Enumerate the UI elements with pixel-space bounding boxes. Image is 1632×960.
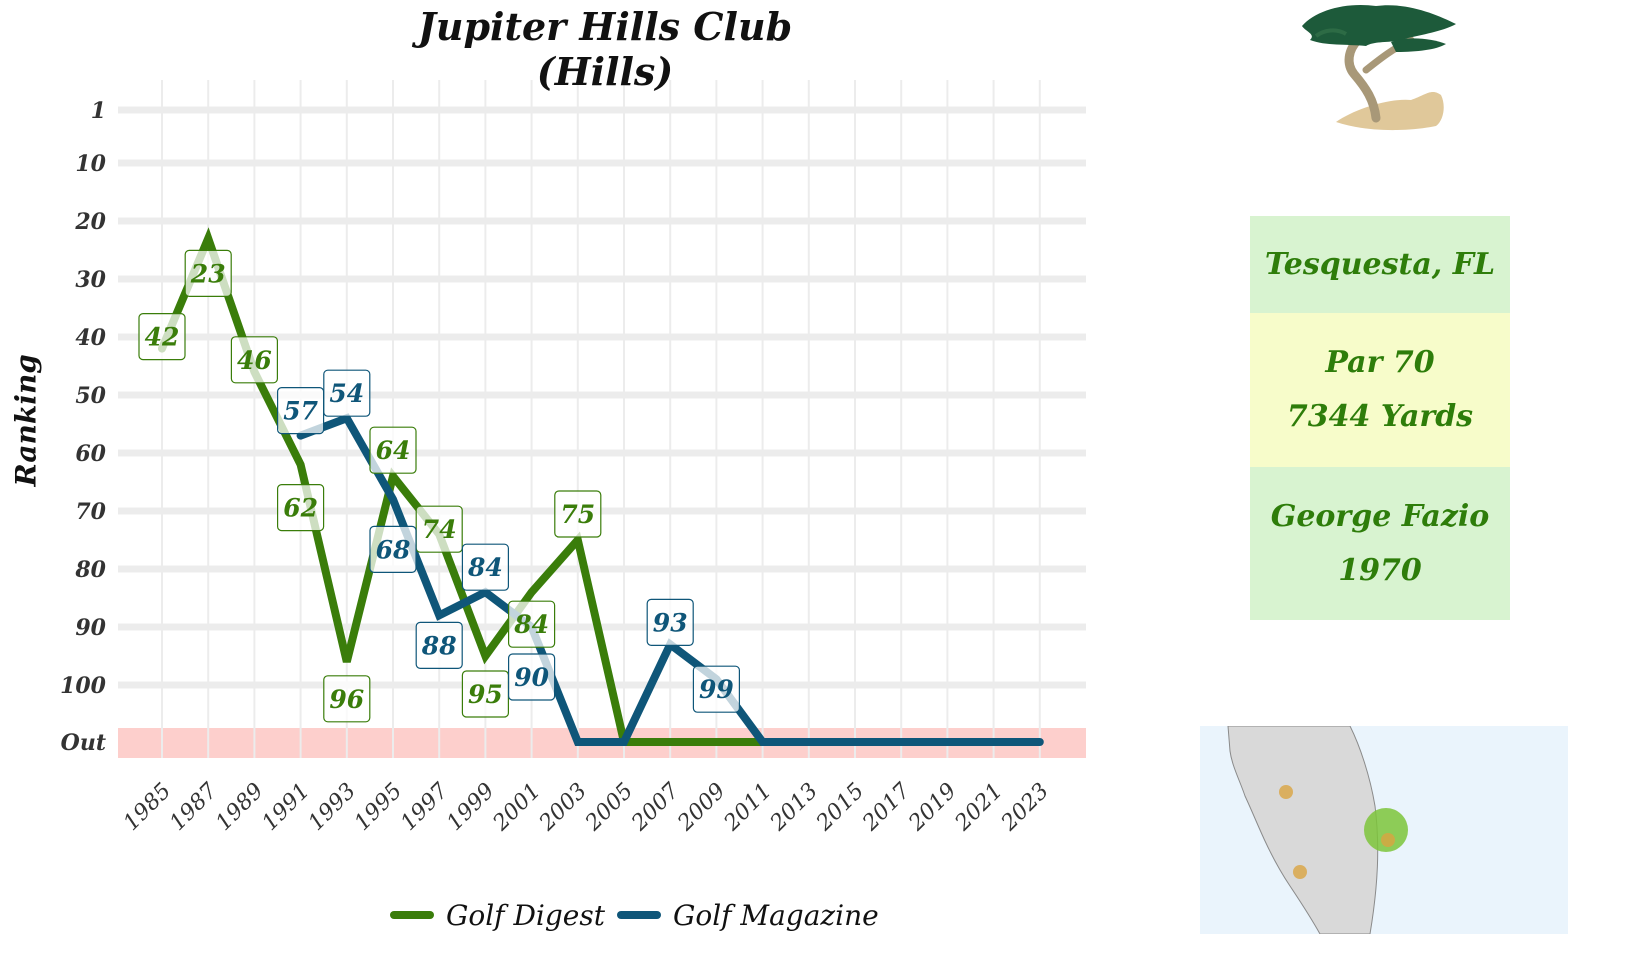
x-tick-label: 2015: [811, 779, 869, 837]
data-label-golf-digest: 84: [513, 610, 549, 639]
location-box: Tesquesta, FL: [1250, 216, 1510, 313]
florida-location-map: [1200, 726, 1568, 934]
x-tick-label: 2021: [950, 779, 1008, 837]
series-line-golf-digest: [158, 227, 767, 746]
legend-label-golf-magazine: Golf Magazine: [672, 898, 879, 932]
data-label-box-golf-digest: [184, 249, 232, 297]
location-text: Tesquesta, FL: [1264, 246, 1496, 282]
data-label-box-golf-magazine: [461, 543, 509, 591]
data-label-golf-magazine: 93: [653, 608, 688, 637]
legend-key-golf-digest: [390, 911, 434, 919]
legend-item-golf-magazine: Golf Magazine: [616, 898, 879, 932]
x-tick-label: 1999: [442, 779, 499, 836]
data-label-box-golf-digest: [138, 313, 186, 361]
y-tick-label: 50: [75, 383, 106, 409]
data-label-box-golf-magazine: [646, 598, 694, 647]
x-tick-label: 2011: [719, 779, 777, 837]
data-label-box-golf-magazine: [323, 369, 371, 417]
x-tick-label: 1993: [304, 779, 361, 836]
year-built-text: 1970: [1338, 552, 1422, 588]
y-tick-label: 70: [75, 499, 106, 525]
y-tick-label: 40: [75, 325, 106, 351]
y-tick-label: 80: [74, 557, 106, 583]
x-tick-label: 2017: [857, 779, 915, 837]
data-label-box-golf-digest: [230, 336, 278, 384]
chart-title: Jupiter Hills Club (Hills): [417, 4, 793, 94]
y-tick-label: 20: [74, 209, 106, 235]
x-tick-label: 2007: [626, 779, 684, 837]
legend: Golf Digest Golf Magazine: [390, 895, 879, 935]
data-label-box-golf-magazine: [508, 653, 556, 701]
par-text: Par 70: [1325, 345, 1435, 380]
x-tick-label: 2001: [488, 779, 546, 837]
x-tick-label: 1987: [165, 779, 222, 836]
data-label-golf-digest: 74: [422, 515, 457, 544]
x-tick-label: 2019: [904, 779, 962, 837]
y-axis-title: Ranking: [6, 354, 46, 490]
data-label-box-golf-digest: [554, 490, 602, 538]
x-tick-label: 1991: [258, 779, 315, 836]
legend-item-golf-digest: Golf Digest: [390, 899, 605, 932]
architect-box: George Fazio 1970: [1250, 467, 1510, 620]
data-label-box-golf-digest: [277, 484, 325, 532]
data-label-golf-digest: 75: [560, 500, 595, 529]
data-label-golf-digest: 62: [283, 494, 318, 523]
y-tick-label: 60: [75, 441, 106, 467]
data-label-golf-magazine: 90: [514, 663, 549, 692]
x-tick-label: 1995: [350, 779, 407, 836]
x-tick-label: 1985: [119, 779, 176, 836]
x-tick-label: 2009: [673, 779, 731, 837]
x-tick-label: 2005: [580, 779, 638, 837]
data-label-golf-magazine: 57: [283, 397, 318, 426]
data-label-box-golf-magazine: [369, 525, 417, 574]
data-label-golf-magazine: 68: [376, 535, 411, 564]
data-label-box-golf-digest: [323, 675, 371, 723]
data-label-golf-digest: 95: [468, 680, 503, 709]
x-tick-label: 2003: [534, 779, 592, 837]
x-tick-label: 1997: [396, 779, 453, 836]
data-label-golf-magazine: 88: [421, 631, 457, 660]
x-tick-label: 1989: [211, 779, 268, 836]
data-label-golf-digest: 96: [329, 685, 364, 714]
data-label-golf-magazine: 99: [699, 675, 734, 704]
data-label-golf-digest: 23: [190, 259, 226, 288]
y-axis-label: Ranking: [9, 354, 43, 487]
y-tick-label: 30: [75, 267, 106, 293]
data-label-golf-digest: 42: [145, 323, 180, 352]
architect-text: George Fazio: [1270, 498, 1490, 534]
data-label-box-golf-magazine: [692, 665, 741, 713]
tree-logo-icon: [1302, 4, 1456, 131]
data-label-golf-digest: 64: [376, 436, 411, 465]
data-label-golf-magazine: 84: [467, 553, 503, 582]
data-label-golf-digest: 46: [237, 346, 272, 375]
x-tick-label: 2023: [996, 779, 1054, 837]
legend-key-golf-magazine: [616, 911, 661, 919]
yards-text: 7344 Yards: [1286, 399, 1474, 434]
legend-label-golf-digest: Golf Digest: [446, 898, 605, 932]
y-tick-label: 10: [75, 151, 106, 177]
y-tick-label: 1: [91, 98, 106, 124]
data-label-box-golf-digest: [369, 426, 417, 474]
data-label-box-golf-digest: [508, 600, 556, 648]
y-tick-label: Out: [61, 730, 106, 756]
x-tick-label: 2013: [765, 779, 823, 837]
y-tick-label: 90: [75, 615, 106, 641]
data-label-box-golf-magazine: [415, 621, 463, 670]
data-label-golf-magazine: 54: [329, 379, 364, 408]
y-tick-label: 100: [60, 673, 107, 699]
course-stats-box: Par 70 7344 Yards: [1250, 313, 1510, 467]
